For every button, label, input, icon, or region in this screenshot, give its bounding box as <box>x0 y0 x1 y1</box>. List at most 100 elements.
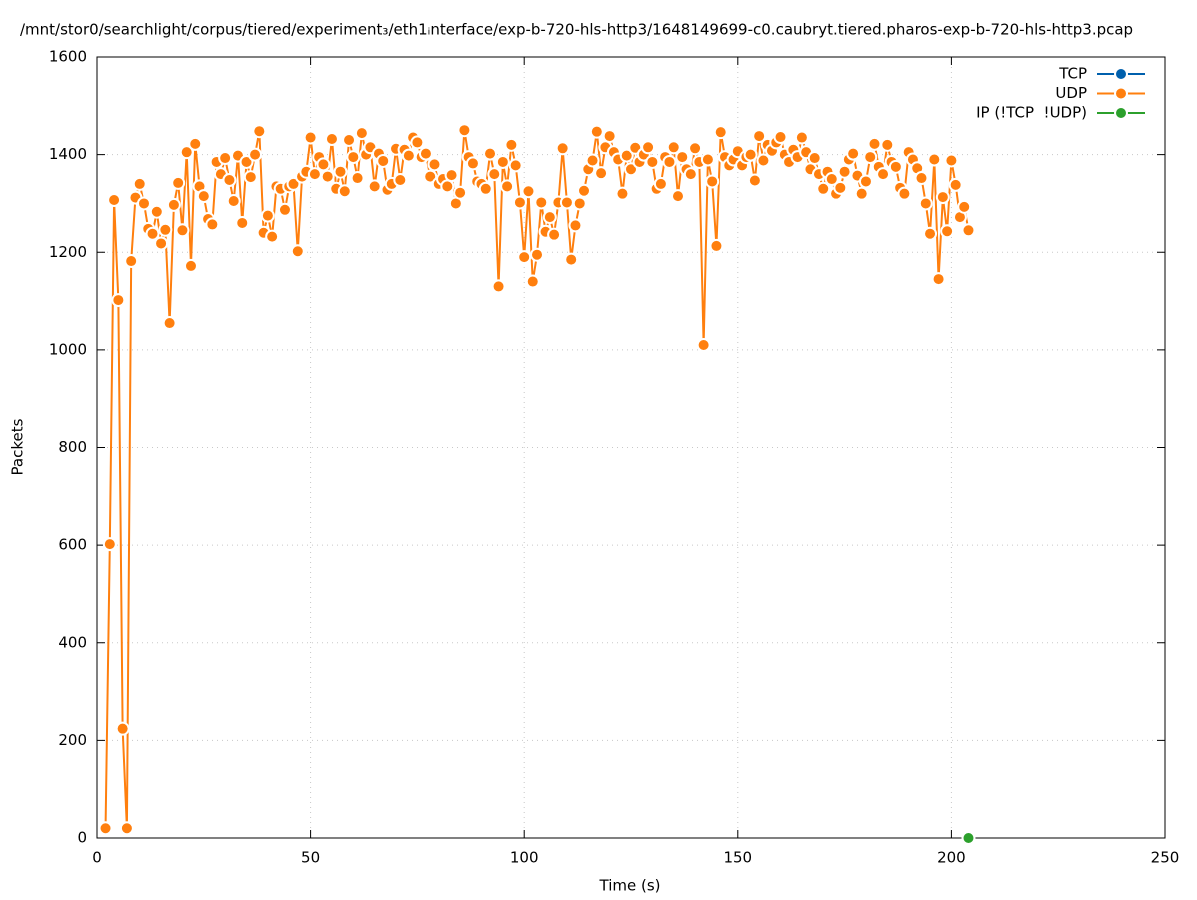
data-point <box>508 158 523 173</box>
data-point <box>837 164 852 179</box>
data-point <box>876 167 891 182</box>
data-point <box>705 174 720 189</box>
data-point <box>696 337 711 352</box>
data-point <box>957 199 972 214</box>
data-point <box>252 124 267 139</box>
data-point <box>346 150 361 165</box>
data-point <box>559 195 574 210</box>
data-point <box>324 132 339 147</box>
data-point <box>517 250 532 265</box>
data-point <box>747 173 762 188</box>
legend-label: TCP <box>1058 65 1087 83</box>
data-point <box>547 227 562 242</box>
data-point <box>136 196 151 211</box>
data-point <box>530 247 545 262</box>
data-point <box>154 236 169 251</box>
legend-label: UDP <box>1055 84 1087 102</box>
data-point <box>158 222 173 237</box>
data-point <box>589 124 604 139</box>
data-point <box>410 135 425 150</box>
plot-border <box>96 56 1166 839</box>
data-point <box>794 130 809 145</box>
data-point <box>846 146 861 161</box>
data-point <box>577 183 592 198</box>
data-point <box>512 195 527 210</box>
data-point <box>863 150 878 165</box>
data-point <box>521 184 536 199</box>
data-point <box>98 821 113 836</box>
data-point <box>243 170 258 185</box>
data-point <box>542 210 557 225</box>
data-point <box>393 173 408 188</box>
data-point <box>888 159 903 174</box>
data-point <box>107 193 122 208</box>
data-point <box>568 218 583 233</box>
data-point <box>132 176 147 191</box>
y-tick-label: 1600 <box>49 48 87 66</box>
data-point <box>662 154 677 169</box>
data-point <box>333 164 348 179</box>
data-point <box>307 167 322 182</box>
chart-title: /mnt/stor0/searchlight/corpus/tiered/exp… <box>20 21 1133 39</box>
legend-marker <box>1114 106 1128 120</box>
data-point <box>354 126 369 141</box>
data-point <box>115 721 130 736</box>
data-point <box>350 171 365 186</box>
y-tick-label: 0 <box>77 829 87 847</box>
legend-label: IP (!TCP !UDP) <box>976 104 1087 122</box>
data-point <box>816 181 831 196</box>
y-tick-label: 400 <box>58 633 87 651</box>
data-point <box>495 154 510 169</box>
data-point <box>602 129 617 144</box>
data-point <box>700 152 715 167</box>
data-point <box>807 151 822 166</box>
data-point <box>342 132 357 147</box>
data-point <box>773 130 788 145</box>
data-point <box>401 148 416 163</box>
data-point <box>525 274 540 289</box>
data-point <box>940 224 955 239</box>
data-point <box>226 193 241 208</box>
x-axis-label: Time (s) <box>599 877 661 895</box>
y-tick-label: 200 <box>58 731 87 749</box>
data-point <box>555 141 570 156</box>
data-point <box>183 258 198 273</box>
data-point <box>675 150 690 165</box>
data-point <box>500 179 515 194</box>
data-point <box>752 129 767 144</box>
data-point <box>171 175 186 190</box>
y-tick-label: 1200 <box>49 243 87 261</box>
data-point <box>453 185 468 200</box>
data-point <box>713 125 728 140</box>
data-point <box>572 196 587 211</box>
data-point <box>235 215 250 230</box>
y-axis-label: Packets <box>9 418 27 475</box>
data-point <box>833 180 848 195</box>
data-point <box>478 181 493 196</box>
data-point <box>188 136 203 151</box>
data-point <box>824 172 839 187</box>
data-point <box>179 145 194 160</box>
data-point <box>320 169 335 184</box>
data-point <box>854 186 869 201</box>
data-point <box>376 153 391 168</box>
data-point <box>149 204 164 219</box>
legend-marker <box>1114 86 1128 101</box>
data-point <box>653 176 668 191</box>
data-point <box>918 196 933 211</box>
data-point <box>666 140 681 155</box>
y-tick-label: 1400 <box>49 145 87 163</box>
data-point <box>534 195 549 210</box>
x-tick-label: 150 <box>723 849 752 867</box>
data-point <box>619 148 634 163</box>
data-point <box>923 226 938 241</box>
data-point <box>111 293 126 308</box>
data-point <box>961 831 976 845</box>
data-point <box>867 136 882 151</box>
data-point <box>624 162 638 177</box>
data-point <box>162 316 177 331</box>
data-point <box>423 169 438 184</box>
data-point <box>102 537 117 552</box>
data-point <box>465 156 480 171</box>
data-point <box>756 153 771 168</box>
